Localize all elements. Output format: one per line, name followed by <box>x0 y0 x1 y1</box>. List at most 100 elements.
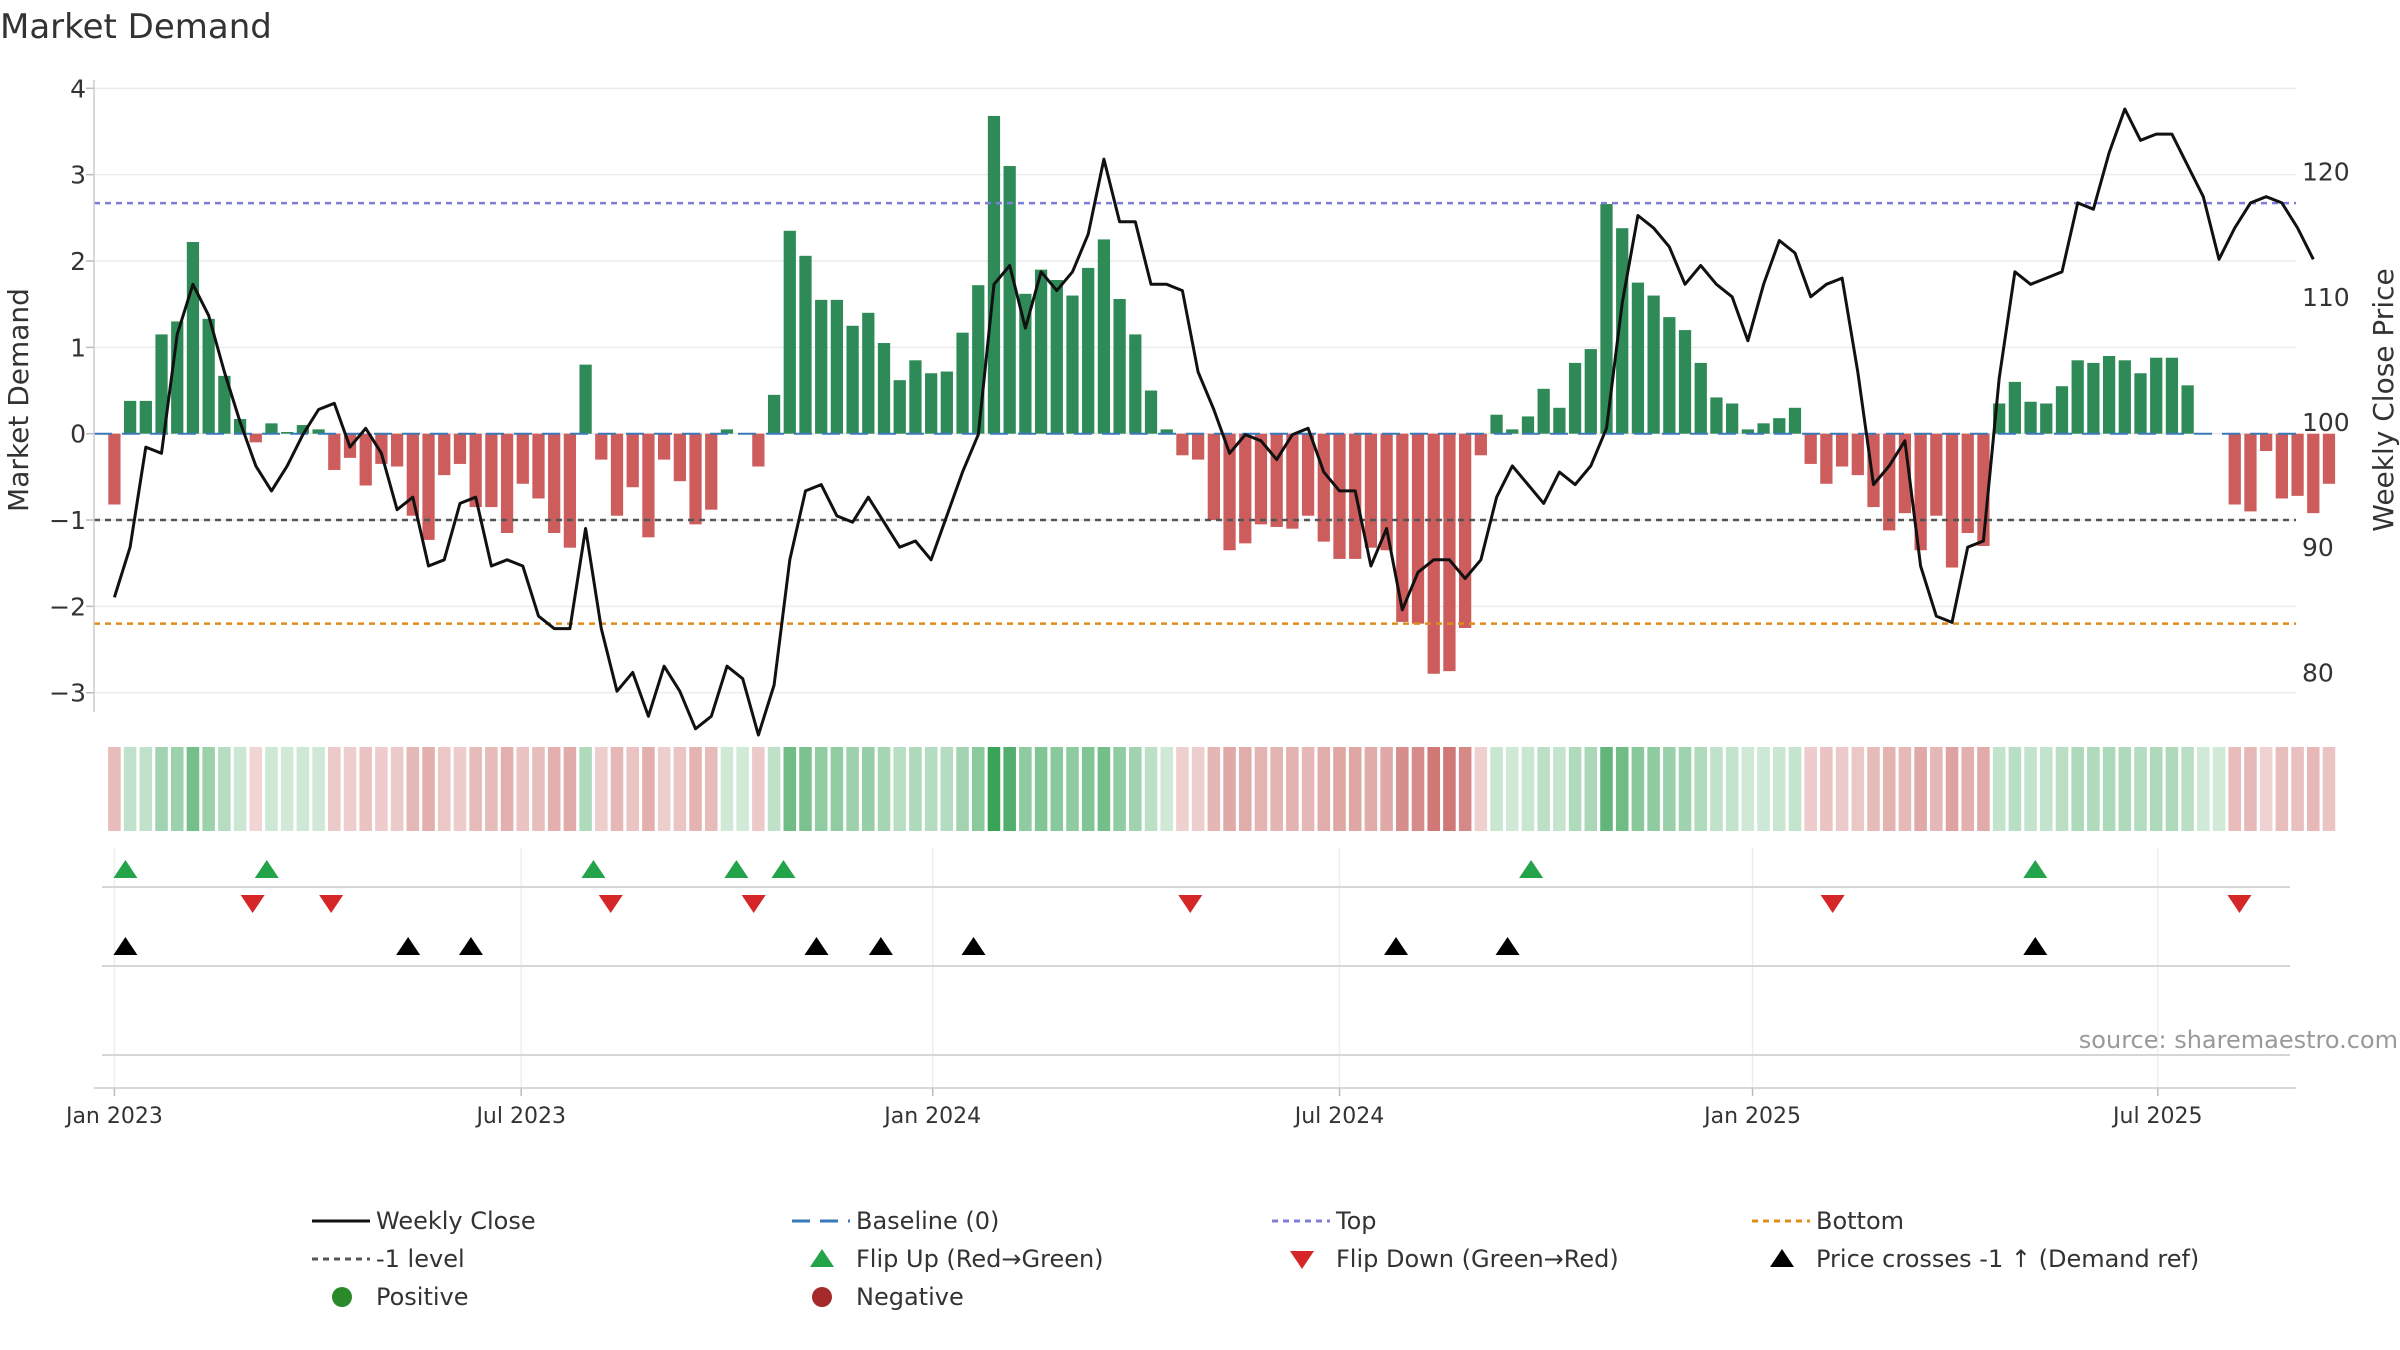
heat-strip-cell <box>1034 747 1048 831</box>
legend-symbol <box>792 1219 850 1223</box>
heat-strip-cell <box>1223 747 1236 831</box>
demand-bar <box>2260 433 2273 451</box>
demand-bar <box>2024 401 2037 434</box>
heat-strip-cell <box>186 747 200 831</box>
demand-bar <box>1930 433 1943 516</box>
heat-strip-cell <box>814 747 828 831</box>
demand-bar <box>1003 166 1016 434</box>
demand-bar <box>767 394 781 434</box>
legend-item: Top <box>1260 1205 1740 1237</box>
y-tick-label: 3 <box>70 161 86 190</box>
demand-bar <box>1270 433 1283 527</box>
heat-strip-cell <box>547 747 561 831</box>
price-cross-marker <box>458 937 483 955</box>
heat-strip-cell <box>1851 747 1865 831</box>
demand-bar <box>485 433 498 508</box>
demand-bar <box>1129 334 1142 434</box>
flip-down-marker <box>741 895 766 913</box>
heat-strip-cell <box>971 747 985 831</box>
demand-bar <box>1113 298 1126 434</box>
price-cross-marker <box>804 937 829 955</box>
legend-item: -1 level <box>300 1243 780 1275</box>
demand-bar <box>1286 433 1299 529</box>
legend-symbol <box>1272 1219 1330 1223</box>
heat-strip-cell <box>1176 747 1189 831</box>
heat-strip-cell <box>453 747 467 831</box>
flip-up-marker <box>724 860 749 878</box>
legend-label: Flip Down (Green→Red) <box>1336 1245 1619 1273</box>
x-tick-label: Jan 2025 <box>1702 1104 1801 1129</box>
heat-strip-cell <box>1945 747 1959 831</box>
x-tick-label: Jul 2024 <box>1293 1104 1385 1129</box>
heat-strip-cell <box>1490 747 1503 831</box>
demand-bar <box>548 433 561 533</box>
heat-strip-cell <box>1678 747 1692 831</box>
demand-bar <box>2165 357 2179 434</box>
heat-strip-cell <box>1568 747 1582 831</box>
heat-strip-cell <box>956 747 969 831</box>
heat-strip-cell <box>2087 747 2100 831</box>
heat-strip-cell <box>359 747 372 831</box>
demand-bar <box>265 423 278 434</box>
demand-bar <box>1050 280 1063 434</box>
demand-bar <box>500 433 514 533</box>
heat-strip-cell <box>987 747 1001 831</box>
heat-strip-cell <box>1191 747 1205 831</box>
demand-bar <box>799 255 812 434</box>
demand-bar <box>1804 433 1817 464</box>
heat-strip-cell <box>170 747 184 831</box>
heat-strip-cell <box>1788 747 1802 831</box>
heat-strip-cell <box>1710 747 1723 831</box>
demand-bar <box>281 431 294 434</box>
demand-bar <box>1584 349 1597 434</box>
flip-up-marker <box>254 860 279 878</box>
heat-strip-cell <box>1129 747 1142 831</box>
y2-tick-label: 90 <box>2302 533 2334 562</box>
heat-strip-cell <box>595 747 608 831</box>
heat-strip-cell <box>767 747 781 831</box>
demand-bar <box>1835 433 1849 467</box>
heat-strip-cell <box>516 747 530 831</box>
demand-bar <box>438 433 451 476</box>
chart-title: Market Demand <box>0 7 272 47</box>
demand-bar <box>218 375 231 434</box>
y-tick-label: 1 <box>70 333 86 362</box>
demand-bar <box>1568 362 1582 434</box>
heat-strip-cell <box>1348 747 1362 831</box>
demand-bar <box>1254 433 1268 525</box>
legend-label: Negative <box>856 1283 964 1311</box>
heat-strip-cell <box>532 747 545 831</box>
heat-strip-cell <box>1804 747 1817 831</box>
y-tick-label: −1 <box>49 506 86 535</box>
y-axis-label: Market Demand <box>2 288 35 512</box>
legend-item: Positive <box>300 1281 780 1313</box>
heat-strip-cell <box>1160 747 1174 831</box>
legend-label: Top <box>1336 1207 1377 1235</box>
heat-strip-cell <box>1270 747 1283 831</box>
demand-bar <box>328 433 341 470</box>
demand-bar <box>202 318 215 434</box>
demand-bar <box>1820 433 1833 484</box>
heat-strip-cell <box>1396 747 1409 831</box>
flip-up-marker <box>2023 860 2048 878</box>
event-markers <box>113 860 2252 955</box>
heat-strip-cell <box>1301 747 1315 831</box>
demand-bar <box>1459 433 1472 628</box>
heat-strip-cell <box>1631 747 1645 831</box>
legend-symbol <box>312 1219 370 1223</box>
demand-bar <box>375 433 388 464</box>
heat-strip-cell <box>2275 747 2289 831</box>
y2-axis-label: Weekly Close Price <box>2367 268 2400 531</box>
demand-bar <box>2071 360 2084 434</box>
heat-strip-cell <box>1930 747 1943 831</box>
demand-bar <box>893 380 906 434</box>
legend-label: Flip Up (Red→Green) <box>856 1245 1104 1273</box>
heat-strip-cell <box>233 747 247 831</box>
y2-tick-label: 120 <box>2302 158 2350 187</box>
legend-label: Weekly Close <box>376 1207 536 1235</box>
legend-symbol <box>812 1287 832 1307</box>
demand-heat-strip <box>108 747 2336 831</box>
legend-item: Negative <box>780 1281 1260 1313</box>
heat-strip-cell <box>1081 747 1095 831</box>
heat-strip-cell <box>2134 747 2147 831</box>
